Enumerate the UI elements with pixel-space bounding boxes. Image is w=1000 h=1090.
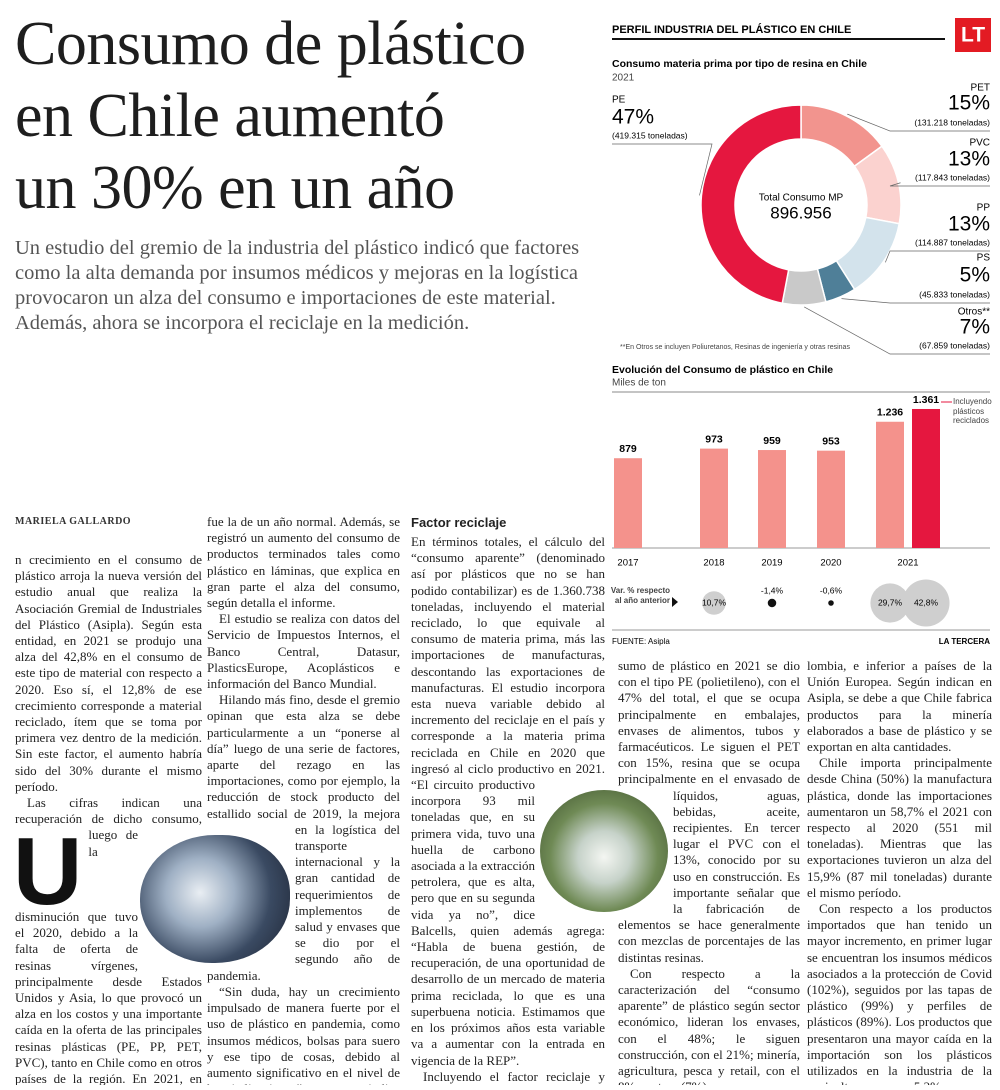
slice-detail: (419.315 toneladas) — [612, 130, 688, 140]
x-tick-label: 2017 — [617, 558, 638, 569]
headline: un 30% en un año — [15, 154, 455, 222]
x-tick-label: 2019 — [761, 558, 782, 569]
chart-subtitle: 2021 — [612, 73, 635, 84]
bar — [700, 448, 728, 548]
text-column: Factor reciclaje En términos totales, el… — [411, 514, 605, 1085]
slice-name: PVC — [969, 138, 990, 149]
paragraph: Incluyendo el factor reciclaje y materia… — [411, 1068, 605, 1085]
slice-detail: (114.887 toneladas) — [915, 237, 990, 247]
change-label: 29,7% — [878, 597, 903, 607]
change-bubble — [767, 598, 777, 608]
logo: LT — [961, 24, 985, 47]
logo-box — [955, 18, 991, 52]
donut-slice — [700, 104, 802, 305]
headline: en Chile aumentó — [15, 82, 445, 150]
paragraph: sumo de plástico en 2021 se dio con el t… — [618, 658, 800, 965]
slice-value: 7% — [960, 316, 990, 339]
change-bubble — [828, 600, 834, 606]
photo — [140, 835, 290, 963]
leader-line — [885, 250, 990, 263]
chart-title: Evolución del Consumo de plástico en Chi… — [612, 364, 833, 376]
leader-line — [847, 113, 990, 132]
text-column: fue la de un año normal. Además, se regi… — [207, 514, 400, 1085]
paragraph: “Sin duda, hay un crecimiento impulsado … — [207, 983, 400, 1085]
value-label: 1.236 — [877, 407, 903, 419]
slice-name: PP — [977, 203, 991, 214]
bar — [758, 450, 786, 548]
infographic: PERFIL INDUSTRIA DEL PLÁSTICO EN CHILE L… — [612, 18, 991, 646]
paragraph: fue la de un año normal. Además, se regi… — [207, 514, 400, 611]
slice-name: Otros** — [958, 307, 990, 318]
leader-line — [841, 298, 990, 304]
paragraph: El estudio se realiza con datos del Serv… — [207, 611, 400, 692]
bar — [912, 408, 940, 548]
headline: Consumo de plástico — [15, 10, 526, 78]
center-value: 896.956 — [770, 203, 831, 222]
x-tick-label: 2018 — [703, 558, 724, 569]
text-column: lombia, e inferior a países de la Unión … — [807, 658, 992, 1085]
text-column: sumo de plástico en 2021 se dio con el t… — [618, 658, 800, 1085]
deck: Un estudio del gremio de la industria de… — [15, 237, 580, 334]
publisher: LA TERCERA — [939, 637, 990, 646]
x-tick-label: 2021 — [897, 558, 918, 569]
slice-detail: (67.859 toneladas) — [919, 340, 990, 350]
bar — [614, 458, 642, 548]
paragraph: Hilando más fino, desde el gremio opinan… — [207, 692, 400, 983]
paragraph: Chile importa principalmente desde China… — [807, 755, 992, 900]
slice-name: PS — [977, 253, 991, 264]
change-label: 10,7% — [702, 597, 727, 607]
paragraph: Las cifras indican una recuperación de d… — [15, 795, 202, 1085]
value-label: 953 — [822, 435, 840, 447]
slice-value: 5% — [960, 264, 990, 287]
change-label: -0,6% — [820, 585, 843, 595]
leader-line — [804, 306, 990, 355]
change-label: 42,8% — [914, 597, 939, 607]
slice-detail: (131.218 toneladas) — [914, 117, 990, 127]
slice-value: 13% — [948, 213, 990, 236]
slice-name: PET — [971, 83, 990, 94]
byline: MARIELA GALLARDO — [15, 516, 132, 527]
photo — [540, 790, 668, 912]
text-column: U n crecimiento en el consumo de plástic… — [15, 552, 202, 1085]
slice-detail: (45.833 toneladas) — [919, 289, 990, 299]
annotation: Incluyendo plásticos reciclados — [953, 397, 992, 425]
value-label: 879 — [619, 443, 637, 455]
bar — [817, 450, 845, 548]
slice-detail: (117.843 toneladas) — [915, 172, 990, 182]
chart-title: Consumo materia prima por tipo de resina… — [612, 58, 867, 70]
slice-value: 15% — [948, 92, 990, 115]
value-label: 1.361 — [913, 394, 939, 406]
x-tick-label: 2020 — [820, 558, 841, 569]
leader-line — [612, 143, 713, 196]
slice-name: PE — [612, 95, 626, 106]
slice-value: 47% — [612, 106, 654, 129]
change-bubble — [902, 579, 950, 627]
slice-value: 13% — [948, 148, 990, 171]
section-heading: Factor reciclaje — [411, 515, 507, 530]
value-label: 973 — [705, 433, 723, 445]
paragraph: Con respecto a los productos importados … — [807, 901, 992, 1085]
source: FUENTE: Asipla — [612, 637, 670, 646]
change-bubble — [870, 583, 910, 623]
drop-cap: U — [15, 818, 83, 925]
paragraph: En términos totales, el cálculo del “con… — [411, 534, 605, 1068]
change-label: -1,4% — [761, 585, 784, 595]
paragraph: lombia, e inferior a países de la Unión … — [807, 658, 992, 755]
change-bubble — [702, 591, 726, 615]
footnote: **En Otros se incluyen Poliuretanos, Res… — [620, 344, 850, 351]
leader-line — [889, 182, 990, 187]
arrow — [672, 597, 678, 607]
donut-slice — [781, 268, 827, 306]
paragraph: n crecimiento en el consumo de plástico … — [15, 552, 202, 794]
bar — [876, 421, 904, 548]
paragraph: Con respecto a la caracterización del “c… — [618, 965, 800, 1085]
chart-subtitle: Miles de ton — [612, 378, 666, 389]
value-label: 959 — [763, 435, 781, 447]
change-label: Var. % respecto al año anterior — [610, 586, 670, 605]
center-label: Total Consumo MP — [759, 193, 844, 204]
graphic-header: PERFIL INDUSTRIA DEL PLÁSTICO EN CHILE — [612, 23, 851, 36]
